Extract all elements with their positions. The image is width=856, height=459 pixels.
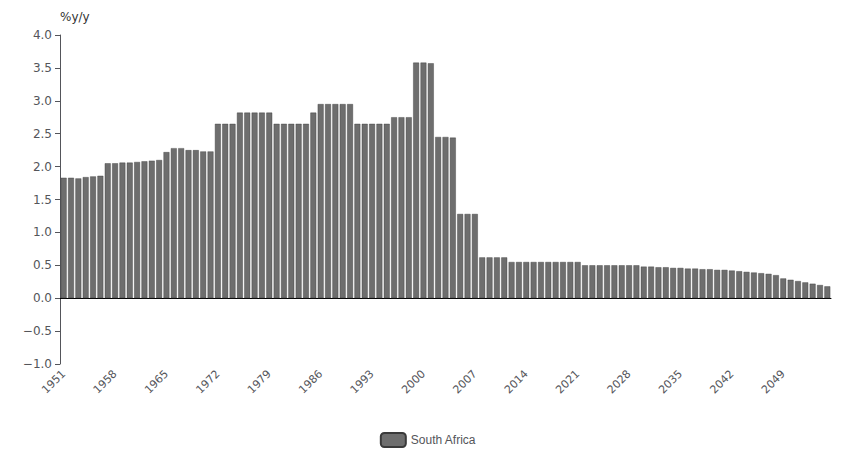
svg-text:1951: 1951 — [39, 367, 68, 396]
svg-text:2000: 2000 — [399, 367, 428, 396]
svg-text:2049: 2049 — [759, 367, 788, 396]
svg-text:4.0: 4.0 — [33, 28, 52, 42]
svg-text:1993: 1993 — [348, 367, 377, 396]
svg-text:2007: 2007 — [450, 367, 479, 396]
svg-text:0.0: 0.0 — [33, 291, 52, 305]
svg-text:1986: 1986 — [296, 367, 325, 396]
svg-text:3.0: 3.0 — [33, 94, 52, 108]
svg-text:2.0: 2.0 — [33, 160, 52, 174]
svg-text:%y/y: %y/y — [60, 10, 90, 24]
svg-text:1.5: 1.5 — [33, 193, 52, 207]
svg-text:2014: 2014 — [502, 367, 531, 396]
svg-text:−1.0: −1.0 — [23, 357, 52, 371]
svg-text:3.5: 3.5 — [33, 61, 52, 75]
svg-text:2042: 2042 — [707, 367, 736, 396]
svg-text:−0.5: −0.5 — [23, 324, 52, 338]
svg-text:0.5: 0.5 — [33, 258, 52, 272]
svg-text:1958: 1958 — [91, 367, 120, 396]
svg-text:2021: 2021 — [553, 367, 582, 396]
svg-text:2028: 2028 — [605, 367, 634, 396]
svg-text:1979: 1979 — [245, 367, 274, 396]
svg-text:South Africa: South Africa — [411, 433, 476, 447]
svg-text:1965: 1965 — [142, 367, 171, 396]
svg-text:2035: 2035 — [656, 367, 685, 396]
svg-text:2.5: 2.5 — [33, 127, 52, 141]
svg-text:1972: 1972 — [193, 367, 222, 396]
svg-text:1.0: 1.0 — [33, 225, 52, 239]
